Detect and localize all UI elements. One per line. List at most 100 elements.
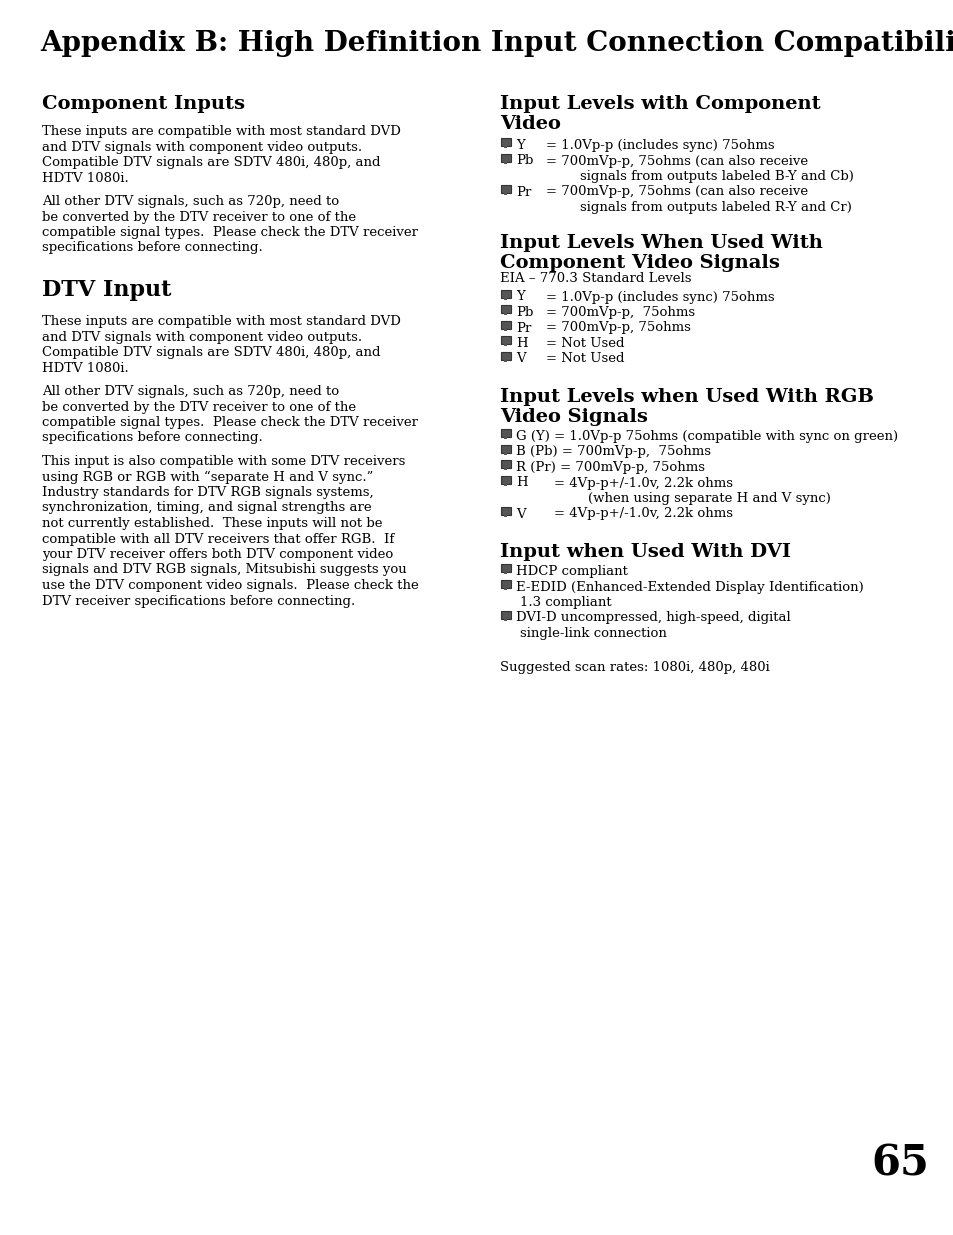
Text: Suggested scan rates: 1080i, 480p, 480i: Suggested scan rates: 1080i, 480p, 480i [499, 661, 769, 673]
Bar [504, 452, 507, 454]
Text: DTV Input: DTV Input [42, 279, 172, 301]
Text: Pb: Pb [516, 154, 533, 168]
Text: EIA – 770.3 Standard Levels: EIA – 770.3 Standard Levels [499, 273, 691, 285]
Text: signals from outputs labeled B-Y and Cb): signals from outputs labeled B-Y and Cb) [579, 170, 853, 183]
Text: HDCP compliant: HDCP compliant [516, 564, 627, 578]
Text: 65: 65 [870, 1144, 928, 1186]
Text: = 700mVp-p, 75ohms (can also receive: = 700mVp-p, 75ohms (can also receive [545, 185, 807, 199]
Text: All other DTV signals, such as 720p, need to: All other DTV signals, such as 720p, nee… [42, 195, 338, 207]
Bar [500, 321, 511, 329]
Bar [504, 345, 507, 346]
Bar [504, 619, 507, 620]
Text: = 700mVp-p,  75ohms: = 700mVp-p, 75ohms [545, 306, 695, 319]
Text: Appendix B: High Definition Input Connection Compatibility: Appendix B: High Definition Input Connec… [40, 30, 953, 57]
Bar [500, 138, 511, 146]
Text: = 700mVp-p, 75ohms (can also receive: = 700mVp-p, 75ohms (can also receive [545, 154, 807, 168]
Text: Video: Video [499, 115, 560, 133]
Text: single-link connection: single-link connection [519, 627, 666, 640]
Text: = 4Vp-p+/-1.0v, 2.2k ohms: = 4Vp-p+/-1.0v, 2.2k ohms [554, 477, 732, 489]
Text: H: H [516, 477, 527, 489]
Text: your DTV receiver offers both DTV component video: your DTV receiver offers both DTV compon… [42, 548, 393, 561]
Text: This input is also compatible with some DTV receivers: This input is also compatible with some … [42, 454, 405, 468]
Text: be converted by the DTV receiver to one of the: be converted by the DTV receiver to one … [42, 210, 355, 224]
Text: = 4Vp-p+/-1.0v, 2.2k ohms: = 4Vp-p+/-1.0v, 2.2k ohms [554, 508, 732, 520]
Text: DVI-D uncompressed, high-speed, digital: DVI-D uncompressed, high-speed, digital [516, 611, 790, 625]
Bar [504, 162, 507, 163]
Text: V: V [516, 508, 525, 520]
Text: Y: Y [516, 290, 524, 304]
Bar [504, 312, 507, 315]
Text: (when using separate H and V sync): (when using separate H and V sync) [587, 492, 830, 505]
Text: not currently established.  These inputs will not be: not currently established. These inputs … [42, 517, 382, 530]
Text: H: H [516, 337, 527, 350]
Text: G (Y) = 1.0Vp-p 75ohms (compatible with sync on green): G (Y) = 1.0Vp-p 75ohms (compatible with … [516, 430, 897, 443]
Text: Input when Used With DVI: Input when Used With DVI [499, 543, 790, 561]
Text: Pb: Pb [516, 306, 533, 319]
Bar [500, 506, 511, 515]
Text: These inputs are compatible with most standard DVD: These inputs are compatible with most st… [42, 315, 400, 329]
Bar [504, 468, 507, 471]
Bar [504, 146, 507, 148]
Bar [504, 588, 507, 589]
Text: = 700mVp-p, 75ohms: = 700mVp-p, 75ohms [545, 321, 690, 335]
Bar [500, 445, 511, 452]
Bar [500, 475, 511, 483]
Text: compatible signal types.  Please check the DTV receiver: compatible signal types. Please check th… [42, 226, 417, 240]
Text: B (Pb) = 700mVp-p,  75ohms: B (Pb) = 700mVp-p, 75ohms [516, 446, 710, 458]
Text: signals and DTV RGB signals, Mitsubishi suggests you: signals and DTV RGB signals, Mitsubishi … [42, 563, 406, 577]
Text: E-EDID (Enhanced-Extended Display Identification): E-EDID (Enhanced-Extended Display Identi… [516, 580, 862, 594]
Text: = Not Used: = Not Used [545, 337, 624, 350]
Text: All other DTV signals, such as 720p, need to: All other DTV signals, such as 720p, nee… [42, 385, 338, 398]
Text: specifications before connecting.: specifications before connecting. [42, 242, 262, 254]
Bar [504, 483, 507, 485]
Text: synchronization, timing, and signal strengths are: synchronization, timing, and signal stre… [42, 501, 372, 515]
Bar [500, 289, 511, 298]
Text: Compatible DTV signals are SDTV 480i, 480p, and: Compatible DTV signals are SDTV 480i, 48… [42, 346, 380, 359]
Text: = 1.0Vp-p (includes sync) 75ohms: = 1.0Vp-p (includes sync) 75ohms [545, 290, 774, 304]
Text: compatible with all DTV receivers that offer RGB.  If: compatible with all DTV receivers that o… [42, 532, 394, 546]
Bar [500, 579, 511, 588]
Bar [500, 429, 511, 437]
Bar [504, 329, 507, 331]
Text: use the DTV component video signals.  Please check the: use the DTV component video signals. Ple… [42, 579, 418, 592]
Bar [500, 564, 511, 572]
Text: Compatible DTV signals are SDTV 480i, 480p, and: Compatible DTV signals are SDTV 480i, 48… [42, 156, 380, 169]
Text: Input Levels When Used With: Input Levels When Used With [499, 235, 822, 252]
Text: Component Inputs: Component Inputs [42, 95, 245, 112]
Text: HDTV 1080i.: HDTV 1080i. [42, 172, 129, 184]
Text: Component Video Signals: Component Video Signals [499, 254, 779, 273]
Bar [500, 305, 511, 312]
Text: Pr: Pr [516, 185, 531, 199]
Text: 1.3 compliant: 1.3 compliant [519, 597, 611, 609]
Text: using RGB or RGB with “separate H and V sync.”: using RGB or RGB with “separate H and V … [42, 471, 373, 484]
Bar [500, 352, 511, 359]
Text: Video Signals: Video Signals [499, 408, 647, 426]
Bar [504, 515, 507, 516]
Text: These inputs are compatible with most standard DVD: These inputs are compatible with most st… [42, 125, 400, 138]
Bar [500, 184, 511, 193]
Text: = 1.0Vp-p (includes sync) 75ohms: = 1.0Vp-p (includes sync) 75ohms [545, 140, 774, 152]
Bar [504, 359, 507, 362]
Text: compatible signal types.  Please check the DTV receiver: compatible signal types. Please check th… [42, 416, 417, 429]
Bar [504, 298, 507, 300]
Text: = Not Used: = Not Used [545, 352, 624, 366]
Text: and DTV signals with component video outputs.: and DTV signals with component video out… [42, 141, 362, 153]
Text: be converted by the DTV receiver to one of the: be converted by the DTV receiver to one … [42, 400, 355, 414]
Text: Input Levels when Used With RGB: Input Levels when Used With RGB [499, 388, 873, 406]
Text: Industry standards for DTV RGB signals systems,: Industry standards for DTV RGB signals s… [42, 487, 374, 499]
Text: signals from outputs labeled R-Y and Cr): signals from outputs labeled R-Y and Cr) [579, 201, 851, 214]
Text: DTV receiver specifications before connecting.: DTV receiver specifications before conne… [42, 594, 355, 608]
Bar [500, 153, 511, 162]
Text: R (Pr) = 700mVp-p, 75ohms: R (Pr) = 700mVp-p, 75ohms [516, 461, 704, 474]
Text: Input Levels with Component: Input Levels with Component [499, 95, 820, 112]
Bar [500, 459, 511, 468]
Bar [504, 193, 507, 194]
Text: specifications before connecting.: specifications before connecting. [42, 431, 262, 445]
Bar [504, 437, 507, 438]
Text: V: V [516, 352, 525, 366]
Text: Pr: Pr [516, 321, 531, 335]
Bar [500, 610, 511, 619]
Text: and DTV signals with component video outputs.: and DTV signals with component video out… [42, 331, 362, 343]
Text: Y: Y [516, 140, 524, 152]
Bar [500, 336, 511, 345]
